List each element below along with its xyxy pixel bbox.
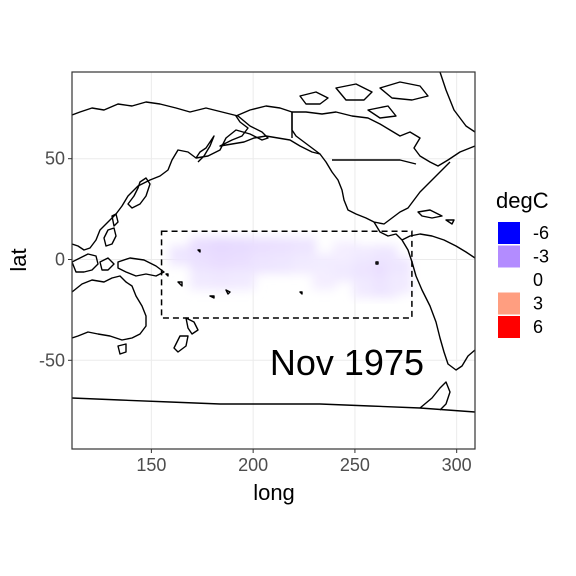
- coast-new-guinea: [117, 257, 165, 277]
- legend-swatch: [498, 269, 520, 291]
- x-tick-label: 250: [340, 455, 370, 475]
- anomaly-cell: [230, 237, 256, 258]
- coast-cuba: [417, 209, 455, 225]
- date-annotation: Nov 1975: [270, 342, 424, 383]
- coast-kamchatka: [195, 135, 215, 163]
- coast-australia: [72, 275, 147, 341]
- x-tick-label: 150: [136, 455, 166, 475]
- anomaly-field: [169, 237, 412, 298]
- anomaly-cell: [271, 253, 296, 274]
- coast-alaska: [219, 105, 321, 155]
- anomaly-cell: [210, 237, 235, 258]
- panel-border: [71, 71, 476, 450]
- anomaly-cell: [312, 253, 337, 274]
- coast-japan: [127, 177, 151, 209]
- anomaly-cell: [387, 273, 412, 294]
- y-axis-title: lat: [6, 248, 31, 271]
- y-tick-label: -50: [39, 350, 65, 370]
- coast-antarctica: [72, 397, 475, 413]
- border-us-canada: [332, 159, 417, 165]
- anomaly-cell: [332, 261, 357, 282]
- legend-swatch: [498, 222, 520, 244]
- x-axis: 150 200 250 300: [136, 449, 472, 475]
- anomaly-cell: [352, 245, 378, 266]
- y-tick-label: 50: [45, 149, 65, 169]
- anomaly-cell: [387, 257, 412, 278]
- anomaly-cell: [190, 253, 215, 274]
- anomaly-cell: [210, 269, 235, 290]
- anomaly-cell: [190, 237, 215, 258]
- anomaly-cell: [230, 269, 256, 290]
- anomaly-cell: [230, 253, 256, 274]
- legend-title: degC: [496, 188, 549, 213]
- legend-label: 3: [533, 294, 543, 314]
- coast-new-zealand: [173, 317, 199, 353]
- legend: degC -6 -3 0 3 6: [496, 188, 549, 338]
- legend-label: 0: [533, 270, 543, 290]
- anomaly-cell: [251, 237, 276, 258]
- anomaly-cell: [352, 261, 378, 282]
- legend-label: -3: [533, 247, 549, 267]
- x-tick-label: 200: [238, 455, 268, 475]
- anomaly-cell: [291, 253, 317, 274]
- legend-swatch: [498, 245, 520, 268]
- coast-philippines: [103, 213, 119, 247]
- x-tick-label: 300: [442, 455, 472, 475]
- anomaly-cell: [291, 237, 317, 258]
- coast-indonesia: [72, 253, 115, 273]
- coast-north-america: [292, 111, 475, 241]
- region-box: [160, 230, 413, 319]
- coastlines: [72, 72, 475, 413]
- anomaly-cell: [251, 253, 276, 274]
- coast-arctic-islands: [299, 81, 429, 119]
- anomaly-cell: [169, 245, 195, 266]
- anomaly-cell: [352, 277, 378, 298]
- legend-label: -6: [533, 223, 549, 243]
- coast-galapagos: [375, 261, 379, 265]
- anomaly-cell: [332, 241, 357, 262]
- anomaly-cell: [190, 269, 215, 290]
- y-tick-label: 0: [55, 249, 65, 269]
- legend-swatch: [498, 292, 520, 315]
- coast-pacific-islands: [165, 249, 303, 299]
- coast-tasmania: [117, 343, 127, 355]
- x-axis-title: long: [253, 480, 295, 505]
- y-axis: -50 0 50: [39, 149, 72, 370]
- anomaly-cell: [271, 237, 296, 258]
- anomaly-cell: [210, 253, 235, 274]
- coast-greenland: [439, 72, 475, 133]
- legend-swatch: [498, 316, 520, 338]
- legend-label: 6: [533, 317, 543, 337]
- coast-antarctic-peninsula: [419, 381, 451, 411]
- anomaly-cell: [312, 269, 337, 290]
